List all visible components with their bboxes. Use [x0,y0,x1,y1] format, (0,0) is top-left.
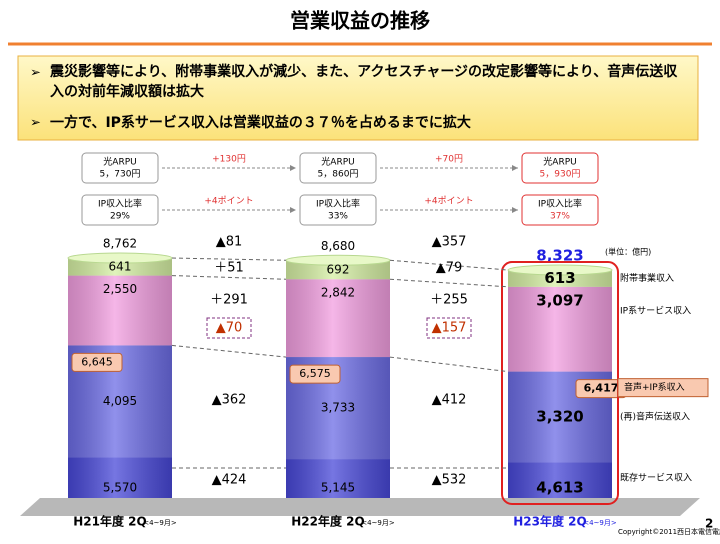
info-box [521,152,599,184]
info-box [81,194,159,226]
category-note: <4~9月> [583,519,617,527]
change-box [426,317,472,339]
connector [171,257,287,261]
bullet-marker: ➢ [30,116,41,131]
bullet: 震災影響等により、附帯事業収入が減少、また、アクセスチャージの改定影響等により、… [50,64,678,100]
change-label: ▲424 [212,473,247,488]
category-label: H21年度 2Q [73,514,146,529]
bullet-fo: 震災影響等により、附帯事業収入が減少、また、アクセスチャージの改定影響等により、… [50,64,678,100]
legend-label: 音声+IP系収入 [624,381,685,393]
bar-cap [507,264,613,276]
info-label: IP収入比率 [98,198,142,210]
total-label: 8,680 [321,239,355,253]
arrow-head [290,207,296,213]
change-box [206,317,252,339]
arrow-head [512,207,518,213]
connector [389,259,509,271]
category-note: <4~9月> [361,519,395,527]
arrow-head [512,165,518,171]
legend-label: (再)音声伝送収入 [620,411,690,423]
info-value: 5，730円 [100,169,141,180]
value-label: 3,320 [536,408,583,426]
bar-shade [68,258,172,498]
value-label: 3,733 [321,401,355,415]
value-label: 2,842 [321,286,355,300]
info-label: 光ARPU [321,156,354,168]
change-label: ▲81 [216,235,243,250]
info-label: 光ARPU [103,156,136,168]
change-label: ▲412 [432,393,467,408]
value-label: 692 [327,262,350,276]
bullet: 一方で、IP系サービス収入は営業収益の３７％を占めるまでに拡大 [50,114,471,131]
info-change: +70円 [435,154,463,165]
value-label: 5,145 [321,481,355,495]
change-label: ▲357 [432,235,467,250]
change-label: ▲70 [216,321,243,336]
info-box [299,152,377,184]
legend-label: IP系サービス収入 [620,304,691,316]
info-label: IP収入比率 [316,198,360,210]
connector [171,344,287,358]
value-label: 641 [109,259,132,273]
unit-label: (単位：億円) [605,247,651,257]
floor [20,498,700,516]
info-value: 5，930円 [540,169,581,180]
info-label: 光ARPU [543,156,576,168]
change-label: ▲532 [432,473,467,488]
combined-label: 6,575 [299,367,331,380]
info-value: 29% [110,212,130,222]
info-value: 5，860円 [318,169,359,180]
change-label: ＋255 [430,293,468,308]
info-change: +4ポイント [204,196,253,207]
info-value: 33% [328,212,348,222]
category-label: H22年度 2Q [291,514,364,529]
connector [389,278,509,288]
change-label: ▲362 [212,393,247,408]
combined-box [71,352,123,372]
arrow-head [290,165,296,171]
change-label: ▲157 [432,321,467,336]
info-change: +130円 [212,154,246,165]
category-label: H23年度 2Q [513,514,586,529]
info-box [299,194,377,226]
info-change: +4ポイント [424,196,473,207]
value-label: 2,550 [103,282,137,296]
connector [171,275,287,280]
total-label: 8,323 [536,247,583,265]
category-note: <4~9月> [143,519,177,527]
copyright: Copyright©2011西日本電信電話株式会社 [618,527,720,536]
page-number: 2 [705,517,713,531]
value-label: 3,097 [536,291,583,309]
combined-label: 6,417 [584,382,619,395]
legend-label: 既存サービス収入 [620,472,692,484]
value-label: 613 [544,269,575,287]
info-box [521,194,599,226]
legend-box [617,378,709,398]
bullet-marker: ➢ [30,66,41,81]
info-box [81,152,159,184]
value-label: 4,095 [103,394,137,408]
info-label: IP収入比率 [538,198,582,210]
bullet-box [17,55,699,141]
change-label: ＋51 [214,261,244,276]
change-label: ▲79 [436,261,463,276]
title: 営業収益の推移 [290,9,430,33]
legend-label: 附帯事業収入 [620,272,674,284]
change-label: ＋291 [210,293,248,308]
connector [389,356,509,373]
value-label: 5,570 [103,481,137,495]
value-label: 4,613 [536,479,583,497]
total-label: 8,762 [103,237,137,251]
info-value: 37% [550,212,570,222]
combined-box [289,364,341,384]
combined-label: 6,645 [81,355,113,368]
